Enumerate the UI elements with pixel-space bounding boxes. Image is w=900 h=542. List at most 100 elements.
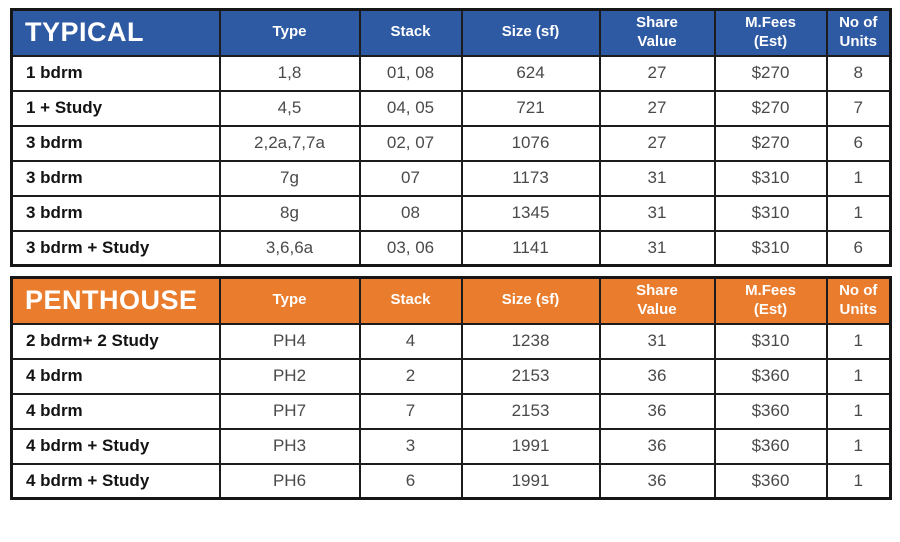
row-label-cell: 3 bdrm: [10, 159, 221, 197]
stack-cell: 3: [358, 427, 463, 465]
typical-header-row: TYPICAL Type Stack Size (sf) Share Value…: [10, 8, 892, 57]
mfees-cell: $270: [713, 89, 828, 127]
type-cell: 3,6,6a: [218, 229, 361, 267]
stack-cell: 7: [358, 392, 463, 430]
section-title-typical: TYPICAL: [10, 8, 221, 57]
size-cell: 721: [460, 89, 601, 127]
stack-cell: 04, 05: [358, 89, 463, 127]
col-header-share-value: Share Value: [598, 276, 716, 325]
mfees-cell: $310: [713, 159, 828, 197]
table-row: 4 bdrm PH7 7 2153 36 $360 1: [10, 392, 892, 430]
penthouse-header-row: PENTHOUSE Type Stack Size (sf) Share Val…: [10, 276, 892, 325]
units-cell: 1: [825, 322, 892, 360]
share-value-cell: 27: [598, 54, 716, 92]
stack-cell: 08: [358, 194, 463, 232]
size-cell: 1141: [460, 229, 601, 267]
type-cell: 2,2a,7,7a: [218, 124, 361, 162]
type-cell: PH2: [218, 357, 361, 395]
share-value-cell: 36: [598, 462, 716, 500]
size-cell: 2153: [460, 357, 601, 395]
type-cell: PH3: [218, 427, 361, 465]
units-cell: 8: [825, 54, 892, 92]
size-cell: 1173: [460, 159, 601, 197]
table-row: 2 bdrm+ 2 Study PH4 4 1238 31 $310 1: [10, 322, 892, 360]
units-cell: 1: [825, 392, 892, 430]
row-label-cell: 3 bdrm: [10, 124, 221, 162]
mfees-cell: $270: [713, 54, 828, 92]
mfees-cell: $310: [713, 322, 828, 360]
units-cell: 6: [825, 229, 892, 267]
type-cell: 1,8: [218, 54, 361, 92]
row-label-cell: 4 bdrm + Study: [10, 427, 221, 465]
col-header-stack: Stack: [358, 8, 463, 57]
units-cell: 7: [825, 89, 892, 127]
units-cell: 1: [825, 357, 892, 395]
units-cell: 1: [825, 194, 892, 232]
mfees-cell: $360: [713, 427, 828, 465]
size-cell: 1238: [460, 322, 601, 360]
size-cell: 2153: [460, 392, 601, 430]
table-row: 1 + Study 4,5 04, 05 721 27 $270 7: [10, 89, 892, 127]
mfees-cell: $360: [713, 462, 828, 500]
stack-cell: 6: [358, 462, 463, 500]
mfees-cell: $270: [713, 124, 828, 162]
table-row: 4 bdrm + Study PH6 6 1991 36 $360 1: [10, 462, 892, 500]
section-title-penthouse: PENTHOUSE: [10, 276, 221, 325]
share-value-cell: 27: [598, 89, 716, 127]
stack-cell: 07: [358, 159, 463, 197]
type-cell: PH7: [218, 392, 361, 430]
table-row: 1 bdrm 1,8 01, 08 624 27 $270 8: [10, 54, 892, 92]
share-value-cell: 36: [598, 357, 716, 395]
row-label-cell: 4 bdrm + Study: [10, 462, 221, 500]
row-label-cell: 3 bdrm: [10, 194, 221, 232]
col-header-stack: Stack: [358, 276, 463, 325]
share-value-cell: 36: [598, 427, 716, 465]
table-row: 3 bdrm 2,2a,7,7a 02, 07 1076 27 $270 6: [10, 124, 892, 162]
row-label-cell: 4 bdrm: [10, 392, 221, 430]
row-label-cell: 1 bdrm: [10, 54, 221, 92]
typical-table: TYPICAL Type Stack Size (sf) Share Value…: [10, 8, 892, 267]
type-cell: PH4: [218, 322, 361, 360]
table-row: 4 bdrm + Study PH3 3 1991 36 $360 1: [10, 427, 892, 465]
mfees-cell: $310: [713, 194, 828, 232]
size-cell: 624: [460, 54, 601, 92]
share-value-cell: 31: [598, 194, 716, 232]
mfees-cell: $360: [713, 392, 828, 430]
col-header-no-of-units: No of Units: [825, 8, 892, 57]
type-cell: PH6: [218, 462, 361, 500]
share-value-cell: 31: [598, 159, 716, 197]
col-header-size: Size (sf): [460, 276, 601, 325]
col-header-type: Type: [218, 8, 361, 57]
size-cell: 1991: [460, 462, 601, 500]
col-header-mfees: M.Fees (Est): [713, 276, 828, 325]
row-label-cell: 2 bdrm+ 2 Study: [10, 322, 221, 360]
penthouse-table: PENTHOUSE Type Stack Size (sf) Share Val…: [10, 276, 892, 500]
row-label-cell: 4 bdrm: [10, 357, 221, 395]
col-header-no-of-units: No of Units: [825, 276, 892, 325]
size-cell: 1076: [460, 124, 601, 162]
stack-cell: 02, 07: [358, 124, 463, 162]
stack-cell: 01, 08: [358, 54, 463, 92]
col-header-share-value: Share Value: [598, 8, 716, 57]
table-row: 3 bdrm 8g 08 1345 31 $310 1: [10, 194, 892, 232]
type-cell: 8g: [218, 194, 361, 232]
row-label-cell: 3 bdrm + Study: [10, 229, 221, 267]
share-value-cell: 31: [598, 322, 716, 360]
stack-cell: 2: [358, 357, 463, 395]
col-header-size: Size (sf): [460, 8, 601, 57]
size-cell: 1345: [460, 194, 601, 232]
stack-cell: 4: [358, 322, 463, 360]
row-label-cell: 1 + Study: [10, 89, 221, 127]
share-value-cell: 31: [598, 229, 716, 267]
col-header-type: Type: [218, 276, 361, 325]
units-cell: 1: [825, 427, 892, 465]
table-row: 3 bdrm + Study 3,6,6a 03, 06 1141 31 $31…: [10, 229, 892, 267]
table-row: 3 bdrm 7g 07 1173 31 $310 1: [10, 159, 892, 197]
units-cell: 6: [825, 124, 892, 162]
type-cell: 7g: [218, 159, 361, 197]
share-value-cell: 36: [598, 392, 716, 430]
table-row: 4 bdrm PH2 2 2153 36 $360 1: [10, 357, 892, 395]
units-cell: 1: [825, 462, 892, 500]
col-header-mfees: M.Fees (Est): [713, 8, 828, 57]
